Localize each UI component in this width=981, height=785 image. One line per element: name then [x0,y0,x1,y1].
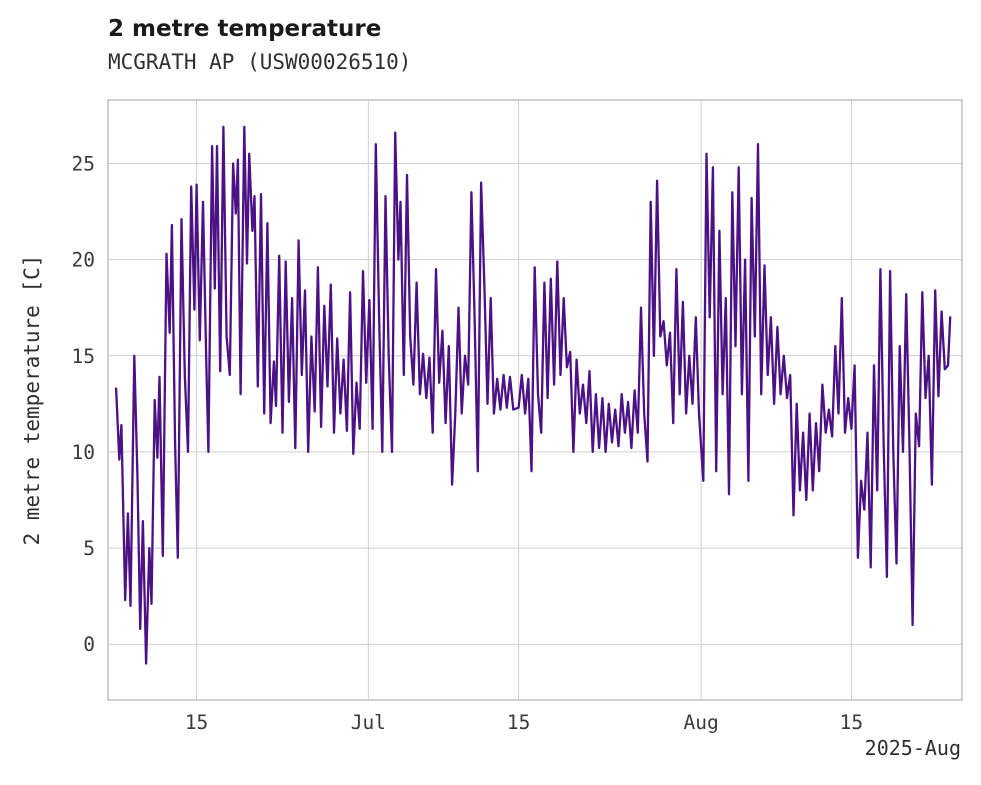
y-tick-label: 20 [72,249,95,272]
plot-border [107,99,963,701]
x-tick-label: Jul [351,711,386,734]
y-tick-label: 10 [72,441,95,464]
x-tick-label: 15 [185,711,208,734]
chart-subtitle: MCGRATH AP (USW00026510) [108,50,412,74]
x-tick-label: Aug [684,711,719,734]
y-tick-label: 5 [83,537,95,560]
y-tick-label: 15 [72,345,95,368]
x-tick-label: 15 [840,711,863,734]
x-axis-corner-label: 2025-Aug [864,736,961,760]
y-tick-label: 0 [83,633,95,656]
chart-title: 2 metre temperature [108,16,382,42]
temperature-series-line [114,125,952,665]
y-tick-label: 25 [72,152,95,175]
x-tick-label: 15 [507,711,530,734]
